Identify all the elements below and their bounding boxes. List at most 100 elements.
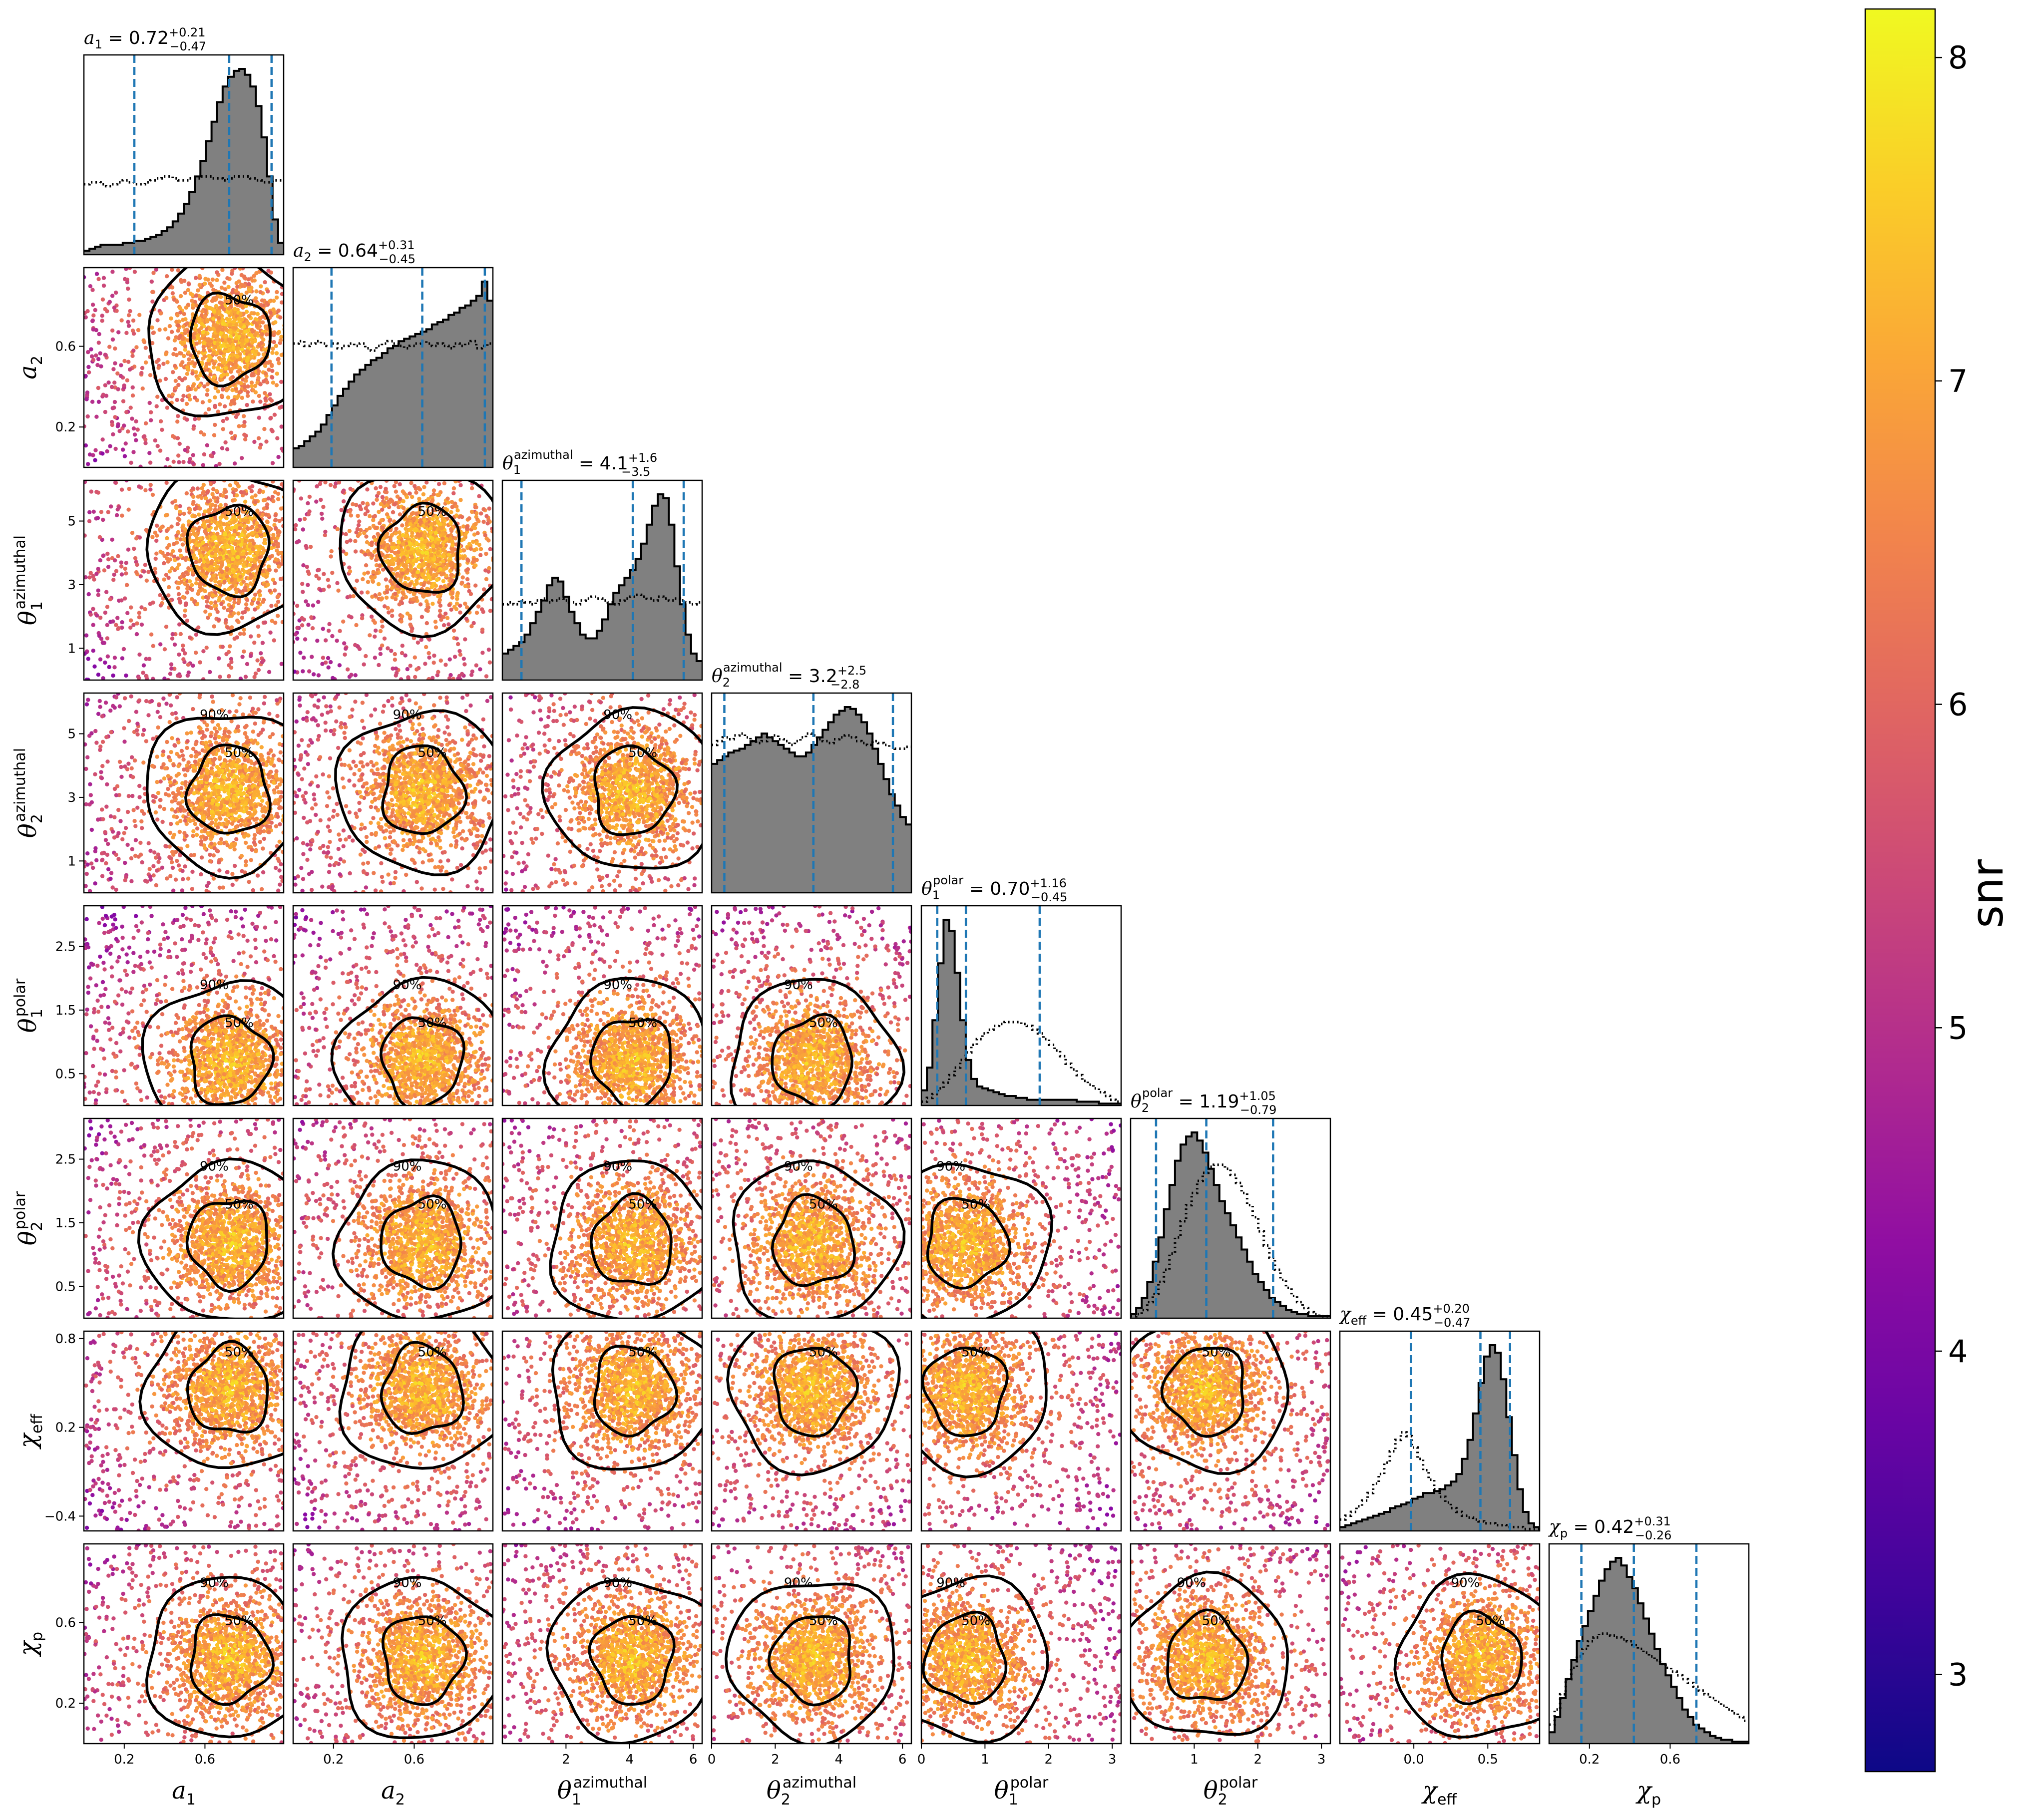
scatter-point [175, 695, 179, 700]
scatter-point [250, 531, 255, 535]
scatter-point [448, 673, 453, 678]
scatter-point [220, 645, 225, 649]
scatter-point [134, 419, 138, 424]
scatter-point [302, 517, 307, 521]
scatter-point [251, 399, 255, 404]
scatter-point [227, 563, 231, 568]
scatter-point [233, 480, 238, 485]
scatter-point [253, 493, 258, 498]
scatter-point [110, 328, 115, 333]
scatter-point [185, 387, 190, 392]
scatter-point [276, 497, 281, 501]
scatter-point [177, 562, 181, 567]
scatter-point [249, 489, 254, 493]
scatter-point [246, 356, 250, 360]
scatter-point [221, 360, 225, 364]
scatter-point [329, 554, 333, 559]
scatter-point [147, 657, 152, 661]
scatter-point [258, 445, 262, 450]
scatter-point [102, 568, 107, 573]
scatter-point [134, 570, 139, 575]
scatter-point [162, 561, 166, 566]
scatter-point [171, 352, 176, 357]
scatter-point [218, 675, 222, 679]
scatter-point [203, 281, 207, 286]
scatter-point [227, 607, 231, 612]
scatter-point [243, 364, 248, 369]
scatter-point [118, 373, 123, 378]
scatter-point [226, 337, 231, 342]
scatter-point [354, 530, 359, 535]
scatter-point [175, 300, 179, 304]
scatter-point [176, 801, 181, 806]
scatter-point [423, 539, 427, 543]
scatter-point [193, 417, 197, 421]
scatter-point [279, 424, 284, 429]
scatter-point [473, 563, 478, 568]
scatter-point [484, 674, 489, 679]
scatter-point [366, 570, 370, 575]
scatter-point [373, 538, 378, 542]
scatter-point [255, 741, 260, 746]
scatter-point [257, 320, 262, 325]
scatter-point [191, 453, 195, 457]
scatter-point [277, 564, 281, 569]
scatter-point [255, 380, 260, 385]
scatter-point [226, 395, 231, 400]
scatter-point [348, 569, 353, 574]
scatter-point [243, 524, 247, 529]
scatter-point [238, 368, 242, 372]
scatter-point [422, 485, 426, 489]
scatter-point [176, 592, 181, 597]
scatter-point [347, 529, 352, 533]
scatter-point [391, 558, 395, 563]
scatter-point [170, 566, 174, 571]
scatter-point [276, 599, 281, 604]
scatter-point [185, 739, 190, 743]
scatter-point [219, 708, 224, 713]
scatter-point [302, 390, 306, 394]
scatter-point [105, 309, 109, 314]
scatter-point [309, 615, 314, 620]
scatter-point [227, 533, 232, 538]
scatter-point [299, 496, 304, 501]
scatter-point [455, 597, 459, 601]
scatter-point [390, 614, 395, 618]
scatter-point [122, 454, 127, 458]
scatter-point [323, 529, 328, 534]
scatter-point [257, 524, 262, 528]
scatter-point [87, 575, 92, 580]
scatter-point [271, 577, 276, 582]
scatter-point [166, 575, 171, 580]
scatter-point [234, 414, 239, 419]
scatter-point [467, 542, 472, 546]
scatter-point [437, 614, 442, 619]
scatter-point [456, 642, 460, 647]
scatter-point [177, 597, 182, 601]
scatter-point [404, 526, 408, 531]
scatter-point [351, 594, 356, 599]
scatter-point [317, 576, 321, 581]
scatter-point [247, 880, 251, 884]
scatter-point [480, 607, 484, 612]
scatter-point [91, 358, 96, 363]
scatter-point [253, 607, 257, 612]
scatter-point [295, 357, 299, 361]
scatter-point [225, 558, 230, 563]
scatter-point [265, 519, 270, 524]
scatter-point [139, 605, 144, 610]
scatter-point [461, 537, 466, 542]
scatter-point [439, 617, 443, 622]
scatter-point [443, 663, 448, 667]
scatter-point [252, 640, 257, 645]
scatter-point [188, 635, 192, 640]
scatter-point [165, 405, 170, 410]
scatter-point [390, 545, 394, 550]
scatter-point [134, 438, 138, 442]
scatter-point [279, 794, 283, 799]
scatter-point [217, 656, 221, 661]
scatter-point [260, 332, 265, 337]
scatter-point [84, 533, 87, 538]
scatter-point [129, 460, 133, 465]
scatter-point [130, 385, 135, 390]
